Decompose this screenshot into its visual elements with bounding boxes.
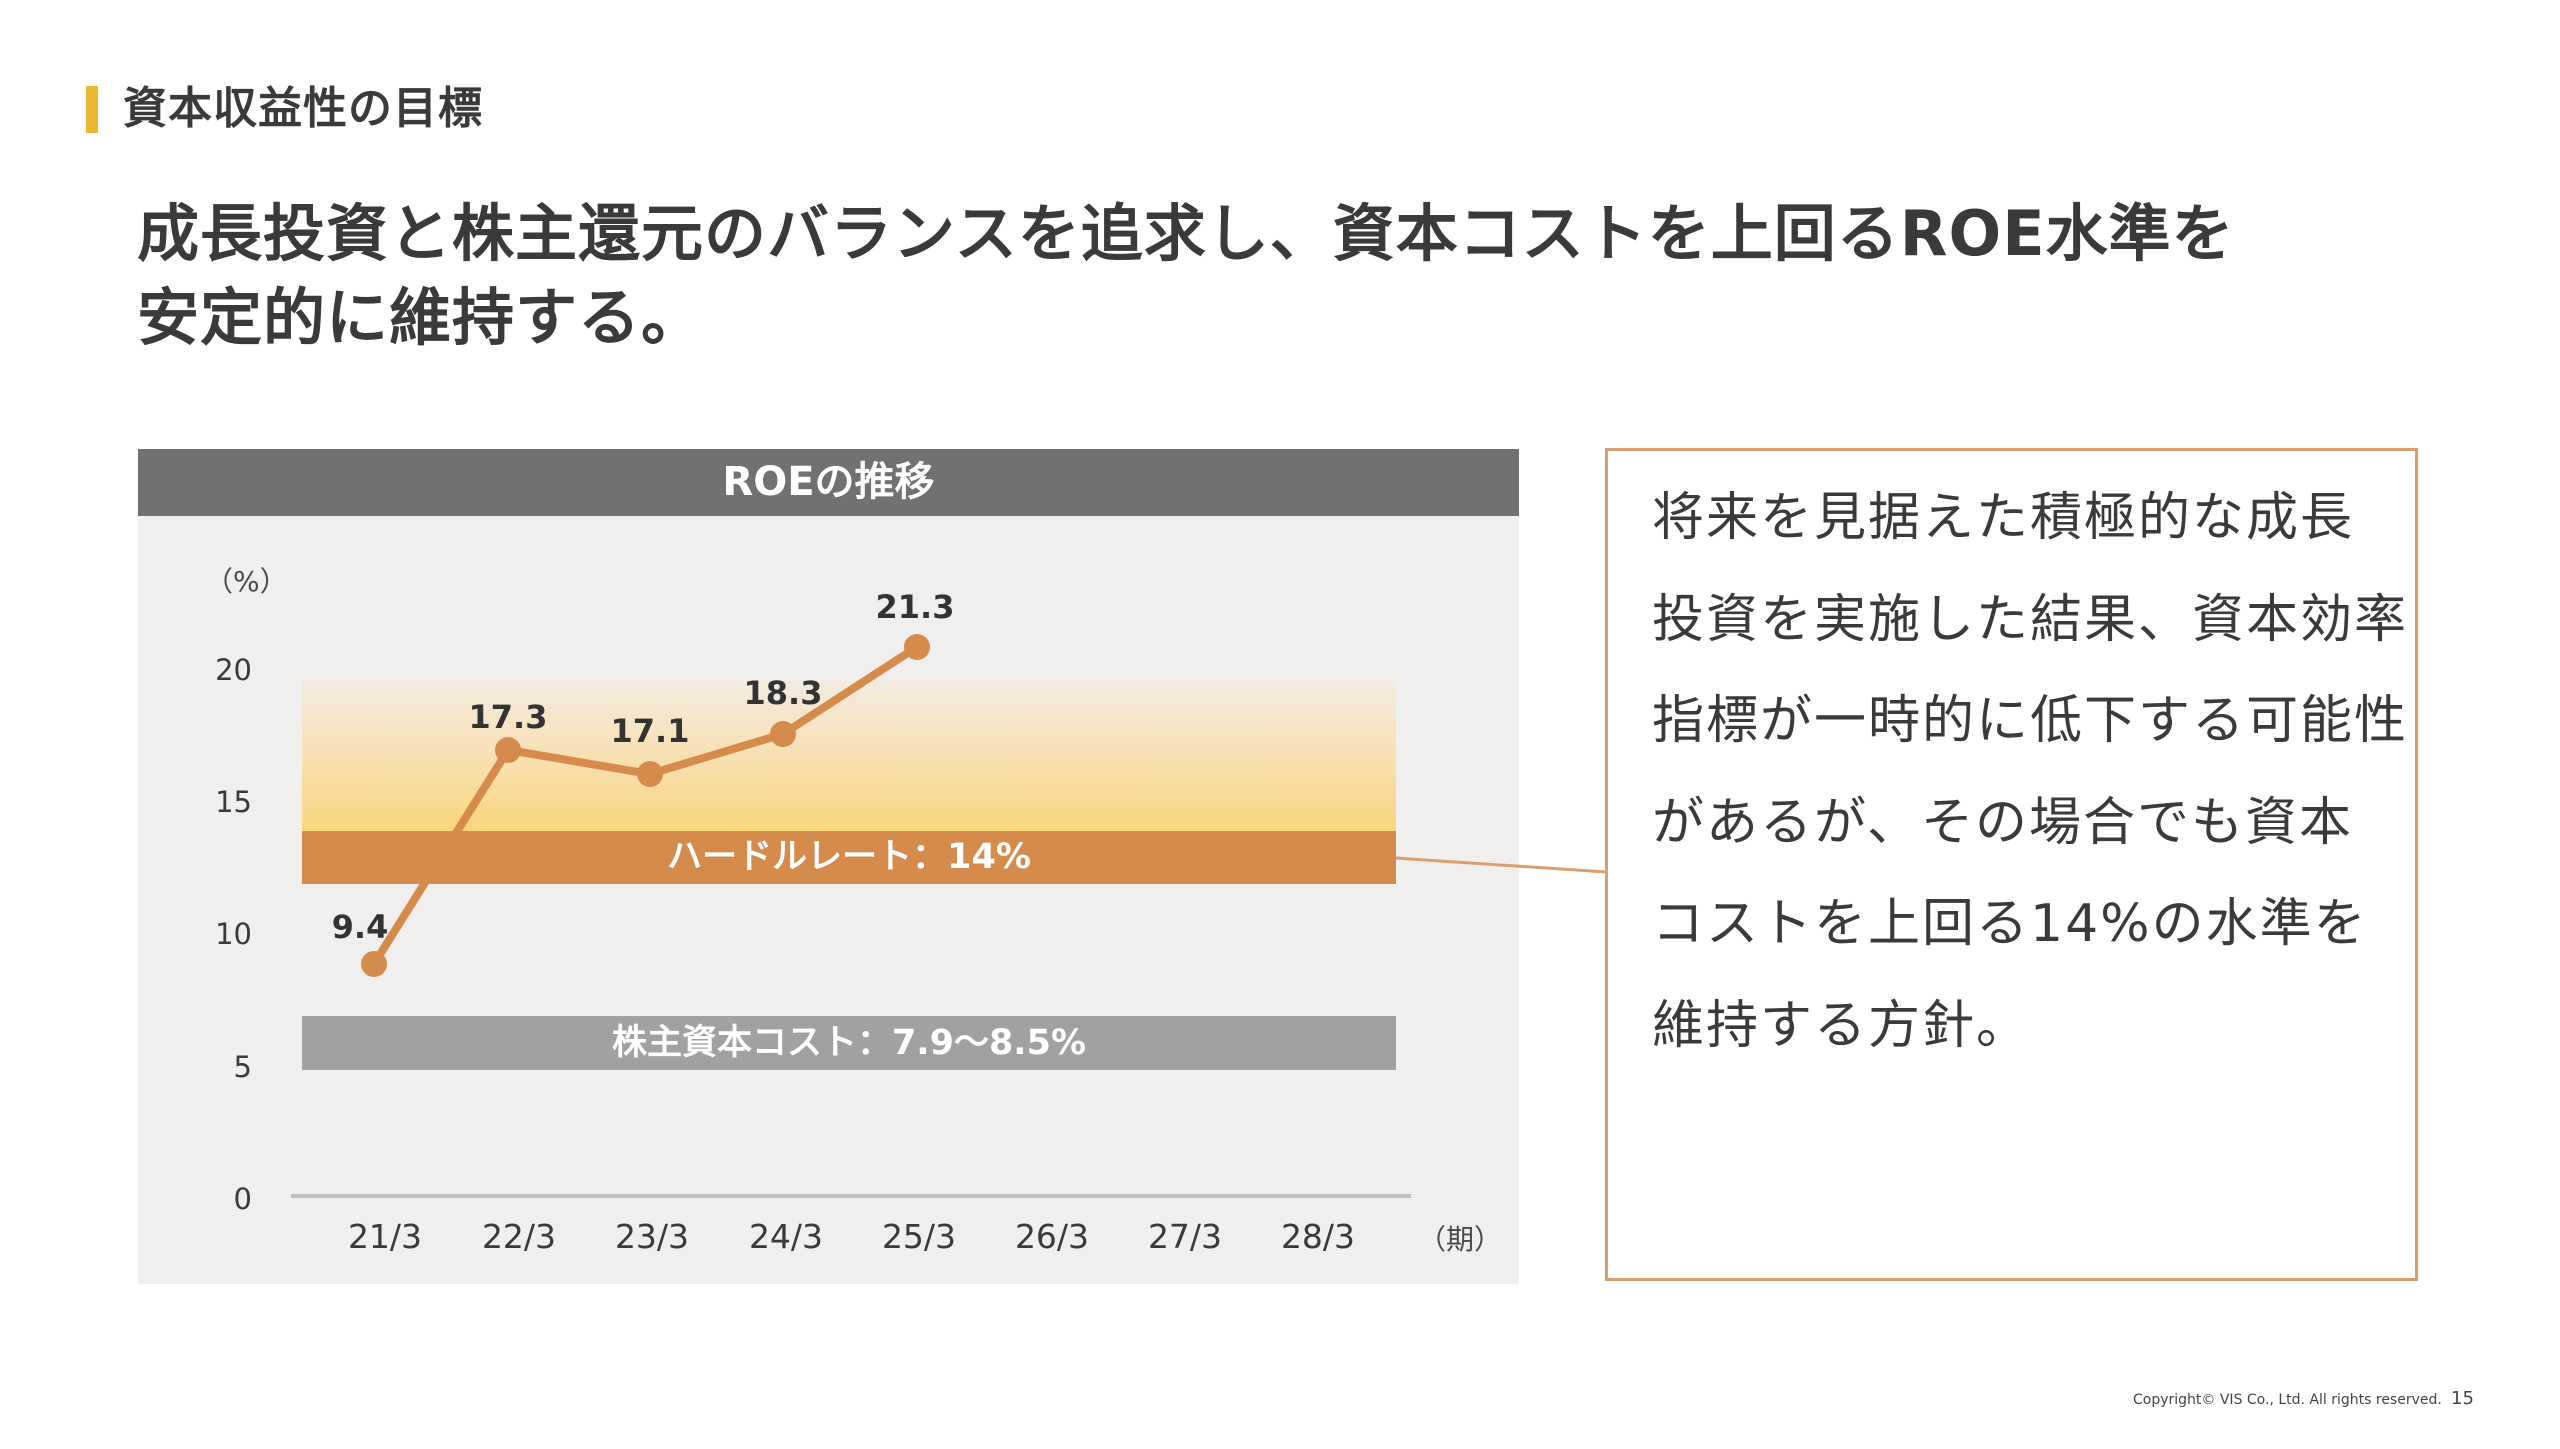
point-label-22-3: 17.3 bbox=[468, 698, 548, 736]
y-tick-0: 0 bbox=[233, 1182, 252, 1216]
y-tick-5: 5 bbox=[233, 1050, 252, 1084]
cost-of-equity-band: 株主資本コスト：7.9〜8.5% bbox=[302, 1016, 1396, 1070]
x-tick-24-3: 24/3 bbox=[748, 1217, 824, 1256]
x-axis-unit: （期） bbox=[1418, 1223, 1503, 1256]
headline: 成長投資と株主還元のバランスを追求し、資本コストを上回るROE水準を 安定的に維… bbox=[137, 192, 2467, 360]
chart-title: ROEの推移 bbox=[138, 449, 1519, 516]
section-title: 資本収益性の目標 bbox=[123, 83, 483, 134]
note-line-1: 将来を見据えた積極的な成長 bbox=[1652, 488, 2355, 548]
x-tick-28-3: 28/3 bbox=[1280, 1217, 1356, 1256]
copyright-text: Copyright© VIS Co., Ltd. All rights rese… bbox=[2133, 1392, 2442, 1408]
y-tick-20: 20 bbox=[215, 653, 252, 687]
x-tick-21-3: 21/3 bbox=[347, 1217, 423, 1256]
x-tick-25-3: 25/3 bbox=[881, 1217, 957, 1256]
headline-line-2: 安定的に維持する。 bbox=[137, 281, 705, 354]
point-label-23-3: 17.1 bbox=[610, 712, 690, 750]
hurdle-rate-band: ハードルレート：14% bbox=[302, 831, 1396, 884]
point-label-25-3: 21.3 bbox=[875, 588, 955, 626]
y-tick-15: 15 bbox=[215, 785, 252, 819]
note-line-4: があるが、その場合でも資本 bbox=[1652, 792, 2353, 853]
y-axis-unit: （%） bbox=[205, 565, 288, 598]
x-tick-22-3: 22/3 bbox=[481, 1217, 557, 1256]
point-label-21-3: 9.4 bbox=[331, 908, 389, 946]
note-line-2: 投資を実施した結果、資本効率 bbox=[1652, 589, 2409, 650]
headline-line-1: 成長投資と株主還元のバランスを追求し、資本コストを上回るROE水準を bbox=[137, 197, 2235, 270]
note-line-5: コストを上回る14%の水準を bbox=[1652, 894, 2368, 954]
x-tick-26-3: 26/3 bbox=[1014, 1217, 1090, 1256]
x-tick-23-3: 23/3 bbox=[614, 1217, 690, 1256]
x-axis-line bbox=[291, 1194, 1411, 1198]
x-tick-27-3: 27/3 bbox=[1147, 1217, 1223, 1256]
page-number: 15 bbox=[2451, 1388, 2474, 1409]
point-label-24-3: 18.3 bbox=[743, 674, 823, 712]
policy-note-text: 将来を見据えた積極的な成長 投資を実施した結果、資本効率 指標が一時的に低下する… bbox=[1652, 468, 2412, 1077]
note-line-6: 維持する方針。 bbox=[1652, 995, 2031, 1056]
policy-note-box bbox=[1605, 448, 2418, 1281]
section-accent-bar bbox=[86, 86, 98, 133]
y-tick-10: 10 bbox=[215, 917, 252, 951]
note-line-3: 指標が一時的に低下する可能性 bbox=[1652, 691, 2409, 751]
